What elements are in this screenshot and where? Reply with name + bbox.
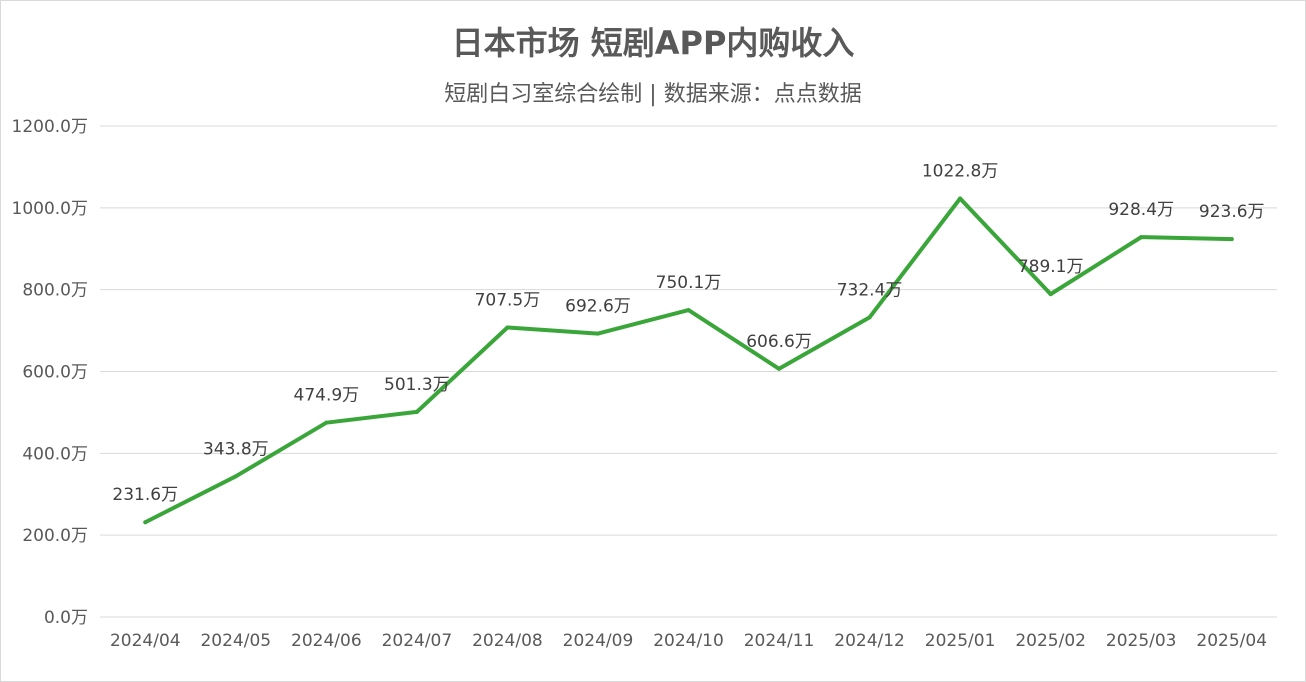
data-label: 707.5万 (475, 291, 541, 311)
data-label: 343.8万 (203, 439, 269, 459)
x-tick-label: 2024/04 (110, 631, 181, 651)
x-tick-label: 2024/06 (291, 631, 362, 651)
data-point (686, 308, 691, 313)
data-label: 923.6万 (1199, 202, 1265, 222)
x-tick-label: 2024/09 (563, 631, 634, 651)
x-tick-label: 2024/08 (472, 631, 543, 651)
data-point (958, 196, 963, 201)
data-label: 692.6万 (565, 297, 631, 317)
chart-subtitle: 短剧白习室综合绘制 | 数据来源：点点数据 (444, 82, 862, 107)
data-label: 750.1万 (656, 273, 722, 293)
data-point (324, 420, 329, 425)
y-tick-label: 1200.0万 (12, 117, 88, 137)
x-tick-label: 2025/03 (1106, 631, 1177, 651)
data-point (505, 325, 510, 330)
data-label: 231.6万 (112, 485, 178, 505)
data-point (233, 474, 238, 479)
data-label: 1022.8万 (922, 162, 998, 182)
data-point (867, 315, 872, 320)
x-tick-label: 2024/10 (653, 631, 724, 651)
x-tick-label: 2025/04 (1196, 631, 1267, 651)
data-point (595, 331, 600, 336)
y-tick-label: 1000.0万 (12, 199, 88, 219)
data-point (1048, 292, 1053, 297)
x-tick-label: 2024/12 (834, 631, 905, 651)
data-label: 928.4万 (1108, 200, 1174, 220)
y-tick-label: 200.0万 (22, 526, 88, 546)
data-point (1139, 235, 1144, 240)
y-tick-label: 0.0万 (44, 608, 88, 628)
y-tick-label: 400.0万 (22, 444, 88, 464)
x-tick-label: 2024/11 (744, 631, 815, 651)
data-point (777, 366, 782, 371)
x-tick-label: 2024/05 (200, 631, 271, 651)
x-tick-label: 2025/02 (1015, 631, 1086, 651)
series-line (143, 196, 1234, 525)
data-label: 474.9万 (294, 386, 360, 406)
data-label: 789.1万 (1018, 257, 1084, 277)
data-label: 732.4万 (837, 280, 903, 300)
x-tick-label: 2024/07 (382, 631, 453, 651)
chart-title: 日本市场 短剧APP内购收入 (451, 24, 855, 62)
data-point (143, 520, 148, 525)
y-tick-label: 600.0万 (22, 363, 88, 383)
data-point (414, 409, 419, 414)
data-point (1229, 237, 1234, 242)
data-label: 501.3万 (384, 375, 450, 395)
data-label: 606.6万 (746, 332, 812, 352)
y-tick-label: 800.0万 (22, 281, 88, 301)
x-tick-label: 2025/01 (925, 631, 996, 651)
